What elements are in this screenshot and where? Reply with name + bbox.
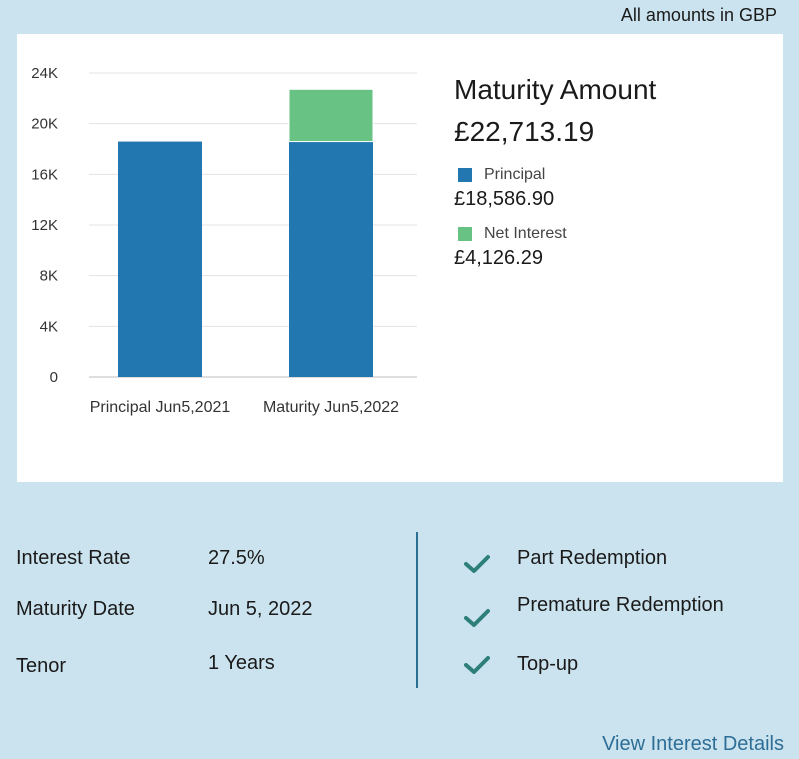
legend-principal: Principal xyxy=(458,166,656,184)
currency-note: All amounts in GBP xyxy=(620,5,777,25)
maturity-summary: Maturity Amount £22,713.19 Principal £18… xyxy=(454,74,656,284)
y-tick-label: 4K xyxy=(40,318,58,335)
legend-value-net-interest: £4,126.29 xyxy=(454,247,543,269)
legend-value-principal: £18,586.90 xyxy=(454,188,555,210)
legend-label-principal: Principal xyxy=(484,166,546,183)
interest-rate-label: Interest Rate xyxy=(16,547,131,569)
feature-top-up: Top-up xyxy=(517,653,579,675)
y-tick-label: 20K xyxy=(31,116,58,133)
y-tick-label: 12K xyxy=(31,217,58,234)
y-tick-label: 0 xyxy=(50,369,58,386)
check-icon xyxy=(464,656,490,674)
details-divider xyxy=(416,532,418,688)
maturity-date-label: Maturity Date xyxy=(16,598,135,620)
summary-title: Maturity Amount xyxy=(454,74,657,105)
y-tick-label: 16K xyxy=(31,166,58,183)
chart-card: 0 4K 8K 12K 16K 20K 24K Principal Jun5,2021 Matu… xyxy=(17,34,783,482)
y-tick-label: 8K xyxy=(40,268,58,285)
bar-principal[interactable] xyxy=(118,141,202,377)
interest-rate-value: 27.5% xyxy=(208,547,265,569)
summary-total: £22,713.19 xyxy=(454,116,595,147)
tenor-value: 1 Years xyxy=(208,652,275,674)
y-tick-label: 24K xyxy=(31,65,58,82)
check-icon xyxy=(464,609,490,627)
feature-part-redemption: Part Redemption xyxy=(517,547,668,569)
x-category-label: Principal Jun5,2021 xyxy=(90,399,231,416)
feature-premature-redemption: Premature Redemption xyxy=(517,594,724,616)
bar-net-interest[interactable] xyxy=(288,88,374,143)
legend-swatch-principal xyxy=(458,168,472,182)
legend-swatch-net-interest xyxy=(458,227,472,241)
maturity-chart: 0 4K 8K 12K 16K 20K 24K Principal Jun5,2021 Matu… xyxy=(31,65,417,416)
bar-principal[interactable] xyxy=(289,141,373,377)
legend-net-interest: Net Interest xyxy=(458,225,656,243)
legend-label-net-interest: Net Interest xyxy=(484,225,567,242)
tenor-label: Tenor xyxy=(16,655,67,677)
check-icon xyxy=(464,555,490,573)
view-interest-details-link[interactable]: View Interest Details xyxy=(602,733,784,755)
maturity-date-value: Jun 5, 2022 xyxy=(208,598,313,620)
x-category-label: Maturity Jun5,2022 xyxy=(263,399,399,416)
